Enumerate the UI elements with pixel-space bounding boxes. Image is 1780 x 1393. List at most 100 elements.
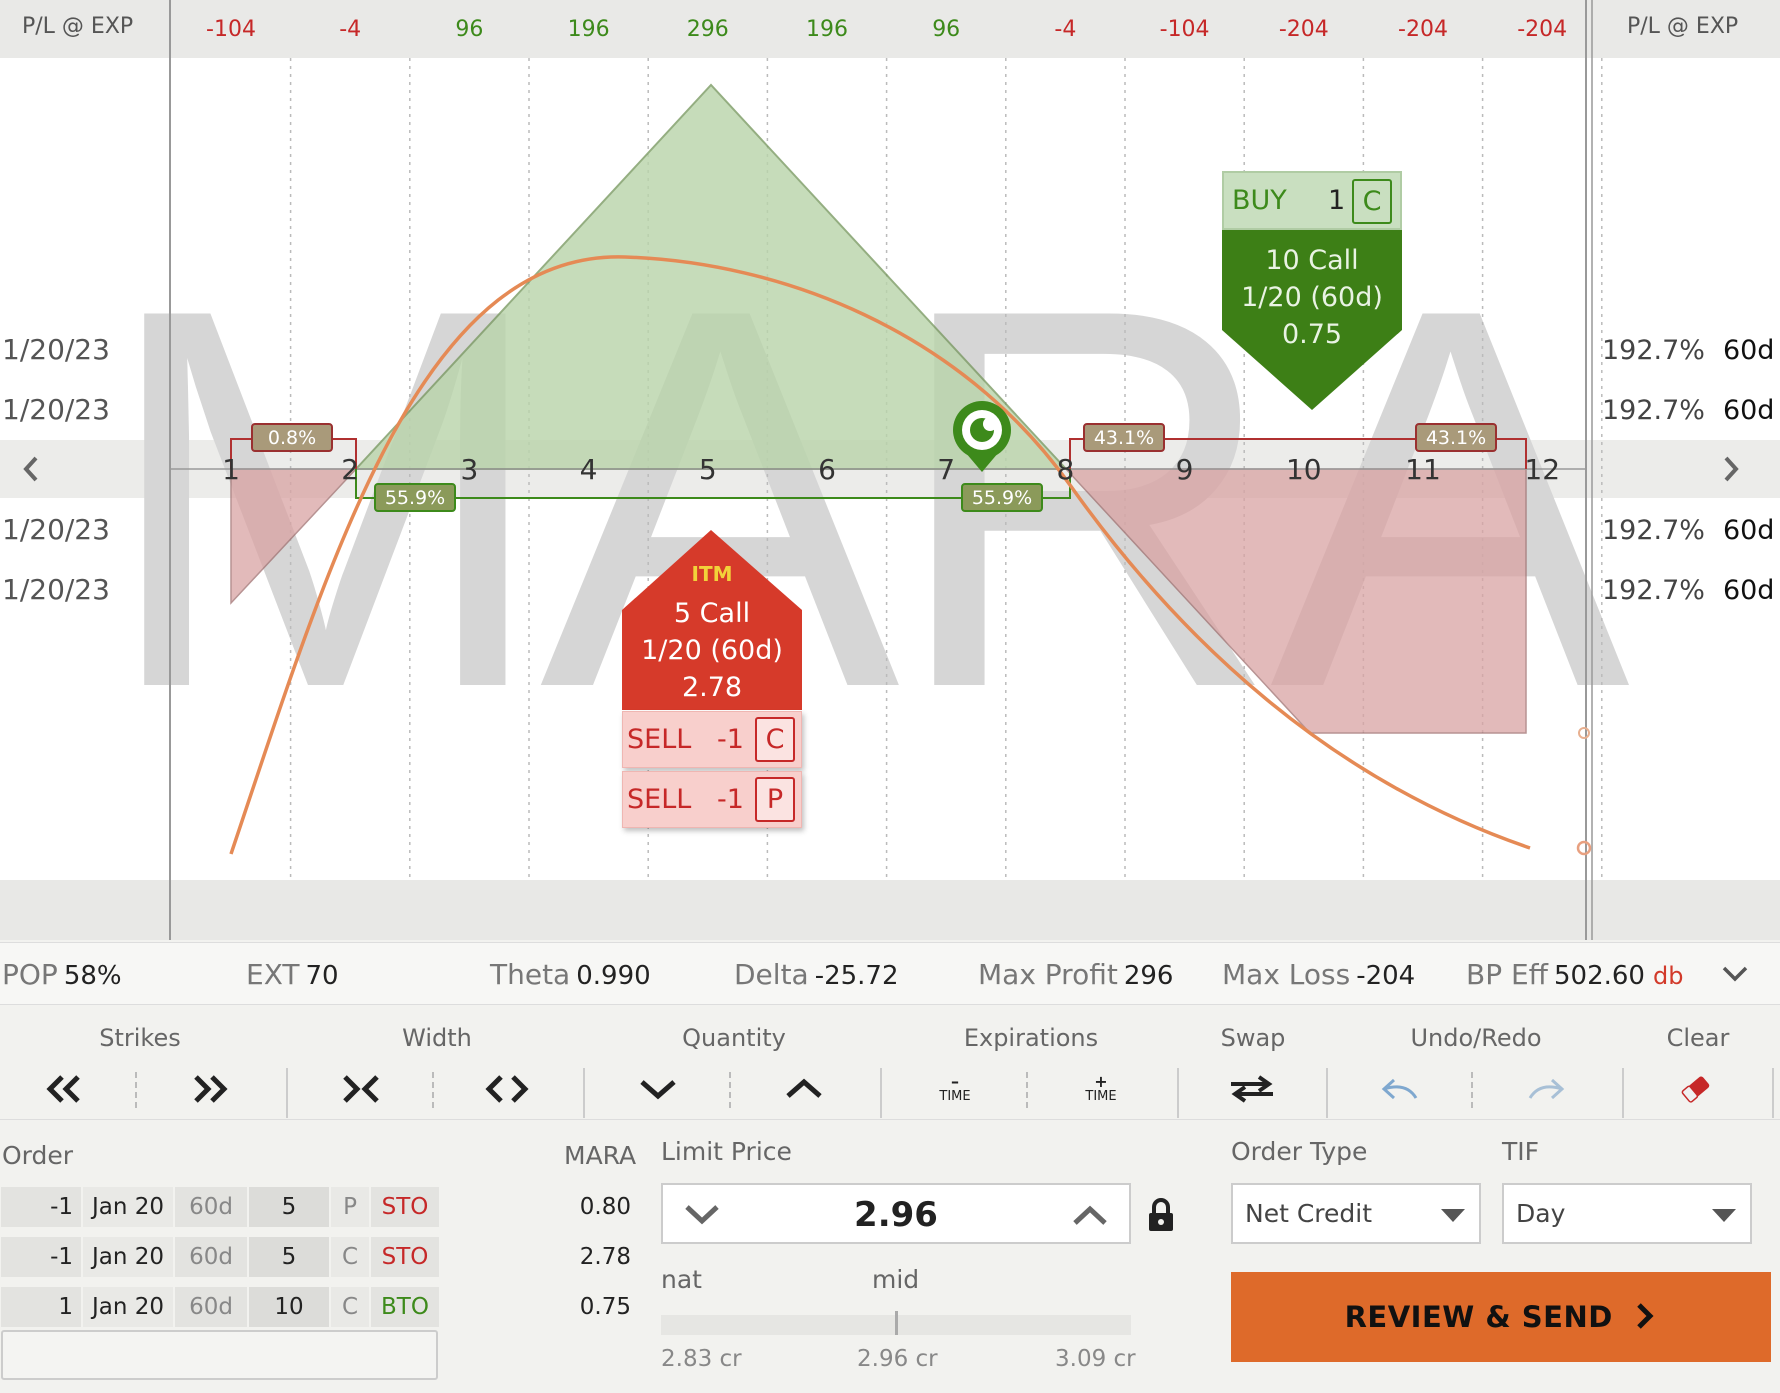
decrease-price-button[interactable] — [677, 1195, 727, 1235]
chevron-right-icon — [1633, 1302, 1657, 1330]
limit-price-label: Limit Price — [661, 1137, 792, 1166]
shift-strikes-up-button[interactable] — [170, 1066, 250, 1112]
chevron-down-icon — [636, 1074, 680, 1104]
leg-dte: 60d — [175, 1187, 247, 1227]
leg-action-code[interactable]: BTO — [371, 1287, 439, 1327]
plus-time-button[interactable]: + TIME — [1061, 1066, 1141, 1112]
risk-graph: MARA — [0, 0, 1780, 940]
mid-price: 2.96 cr — [857, 1346, 938, 1372]
leg-price: 2.78 — [622, 669, 802, 706]
minus-time-icon: – TIME — [939, 1074, 970, 1104]
svg-text:55.9%: 55.9% — [972, 487, 1032, 509]
limit-price-input[interactable]: 2.96 — [661, 1183, 1131, 1244]
expiration-date-label: 1/20/23 — [2, 573, 110, 606]
price-slider-handle[interactable] — [895, 1311, 898, 1335]
undo-icon — [1380, 1074, 1420, 1104]
width-label: Width — [367, 1024, 507, 1052]
probability-tag: 55.9% — [962, 484, 1042, 511]
leg-put-call[interactable]: C — [331, 1237, 369, 1277]
widen-width-button[interactable] — [467, 1066, 547, 1112]
leg-type-toggle[interactable]: P — [755, 777, 795, 822]
leg-strike[interactable]: 10 — [249, 1287, 329, 1327]
buy-leg-header[interactable]: BUY 1 C — [1222, 171, 1402, 230]
strike-tick-label: 7 — [937, 453, 955, 486]
double-chevron-left-icon — [42, 1074, 86, 1104]
leg-action: SELL — [627, 784, 691, 815]
shift-strikes-down-button[interactable] — [24, 1066, 104, 1112]
leg-qty[interactable]: 1 — [1, 1287, 81, 1327]
order-label: Order — [2, 1141, 73, 1170]
lock-icon[interactable] — [1146, 1197, 1176, 1233]
risk-curve-area[interactable]: MARA — [0, 0, 1780, 940]
chevron-up-icon — [782, 1074, 826, 1104]
redo-button[interactable] — [1506, 1066, 1586, 1112]
pl-at-exp-value: -204 — [1517, 17, 1567, 42]
pl-at-exp-value: -204 — [1279, 17, 1329, 42]
leg-type-toggle[interactable]: C — [755, 717, 795, 762]
leg-date[interactable]: Jan 20 — [83, 1187, 173, 1227]
strike-tick-label: 6 — [818, 453, 836, 486]
decrease-quantity-button[interactable] — [618, 1066, 698, 1112]
strike-tick-label: 8 — [1056, 453, 1074, 486]
leg-strike[interactable]: 5 — [249, 1237, 329, 1277]
pl-at-exp-value: -204 — [1398, 17, 1448, 42]
leg-expiration: 1/20 (60d) — [622, 632, 802, 669]
limit-price-value: 2.96 — [663, 1195, 1129, 1235]
chevron-down-icon[interactable] — [1720, 963, 1750, 985]
caret-down-icon — [1441, 1209, 1465, 1222]
minus-time-button[interactable]: – TIME — [915, 1066, 995, 1112]
review-and-send-button[interactable]: REVIEW & SEND — [1231, 1272, 1771, 1362]
pl-at-exp-value: 296 — [687, 17, 729, 42]
swap-button[interactable] — [1212, 1066, 1292, 1112]
leg-date[interactable]: Jan 20 — [83, 1237, 173, 1277]
probability-tag: 43.1% — [1084, 424, 1164, 451]
leg-strike[interactable]: 5 — [249, 1187, 329, 1227]
price-slider[interactable] — [661, 1315, 1131, 1335]
clear-button[interactable] — [1656, 1066, 1736, 1112]
sell-leg-card[interactable]: ITM 5 Call 1/20 (60d) 2.78 — [622, 530, 802, 710]
narrow-width-button[interactable] — [321, 1066, 401, 1112]
mid-label: mid — [872, 1265, 919, 1294]
expirations-label: Expirations — [951, 1024, 1111, 1052]
bp-effect-stat: BP Eff 502.60 db — [1466, 958, 1683, 991]
svg-text:43.1%: 43.1% — [1094, 427, 1154, 449]
order-note-input[interactable] — [1, 1330, 438, 1380]
undo-button[interactable] — [1360, 1066, 1440, 1112]
plus-time-icon: + TIME — [1085, 1074, 1116, 1104]
pl-at-exp-value: -4 — [1054, 17, 1076, 42]
leg-type-toggle[interactable]: C — [1352, 179, 1392, 224]
leg-put-call[interactable]: C — [331, 1287, 369, 1327]
theta-stat: Theta 0.990 — [490, 958, 651, 991]
leg-date[interactable]: Jan 20 — [83, 1287, 173, 1327]
pl-at-exp-value: -104 — [1160, 17, 1210, 42]
order-type-label: Order Type — [1231, 1137, 1367, 1166]
max-profit-stat: Max Profit 296 — [978, 958, 1173, 991]
buy-leg-card[interactable]: 10 Call 1/20 (60d) 0.75 — [1222, 230, 1402, 410]
expiration-iv-label: 192.7% 60d — [1602, 335, 1774, 366]
order-type-select[interactable]: Net Credit — [1231, 1183, 1481, 1244]
tif-select[interactable]: Day — [1502, 1183, 1752, 1244]
sell-leg-row[interactable]: SELL -1 C — [622, 711, 802, 768]
pl-at-exp-value: -4 — [339, 17, 361, 42]
leg-action-code[interactable]: STO — [371, 1187, 439, 1227]
leg-dte: 60d — [175, 1237, 247, 1277]
eraser-icon — [1679, 1072, 1713, 1106]
increase-quantity-button[interactable] — [764, 1066, 844, 1112]
leg-action-code[interactable]: STO — [371, 1237, 439, 1277]
leg-price: 0.75 — [541, 1287, 631, 1327]
pop-stat: POP 58% — [2, 958, 122, 991]
probability-tag: 0.8% — [252, 424, 332, 451]
leg-qty[interactable]: -1 — [1, 1237, 81, 1277]
strike-tick-label: 4 — [580, 453, 598, 486]
clear-label: Clear — [1628, 1024, 1768, 1052]
sell-leg-row[interactable]: SELL -1 P — [622, 771, 802, 828]
leg-expiration: 1/20 (60d) — [1222, 279, 1402, 316]
leg-qty[interactable]: -1 — [1, 1187, 81, 1227]
strike-tick-label: 2 — [341, 453, 359, 486]
narrow-icon — [339, 1074, 383, 1104]
increase-price-button[interactable] — [1065, 1195, 1115, 1235]
strikes-label: Strikes — [70, 1024, 210, 1052]
leg-put-call[interactable]: P — [331, 1187, 369, 1227]
leg-quantity: -1 — [717, 724, 744, 755]
leg-price: 2.78 — [541, 1237, 631, 1277]
